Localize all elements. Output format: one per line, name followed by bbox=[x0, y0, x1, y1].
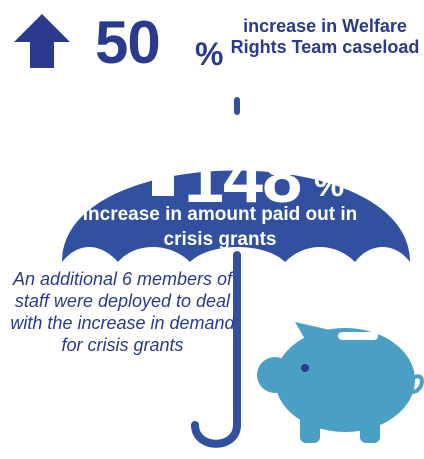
up-arrow-icon bbox=[14, 14, 70, 68]
staff-note: An additional 6 members of staff were de… bbox=[10, 269, 235, 355]
top-stat-unit: % bbox=[195, 36, 224, 72]
umbrella-stat-unit: % bbox=[314, 166, 345, 204]
umbrella-stat-caption: increase in amount paid out in crisis gr… bbox=[82, 204, 358, 250]
umbrella-icon bbox=[62, 97, 410, 448]
top-stat-caption: increase in Welfare Rights Team caseload bbox=[230, 16, 420, 57]
top-stat-value: 50 bbox=[95, 9, 161, 76]
umbrella-stat-value: 148 bbox=[184, 138, 302, 218]
piggy-bank-icon bbox=[257, 322, 424, 443]
top-stat: 50 % increase in Welfare Rights Team cas… bbox=[20, 8, 420, 83]
up-arrow-icon bbox=[138, 148, 188, 196]
